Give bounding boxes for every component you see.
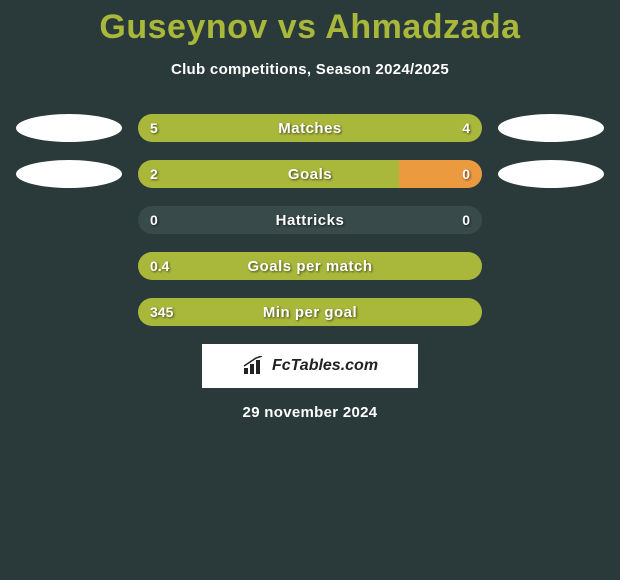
- date-text: 29 november 2024: [0, 404, 620, 421]
- stat-bar: 0.4Goals per match: [138, 252, 482, 280]
- page-title: Guseynov vs Ahmadzada: [0, 0, 620, 47]
- subtitle: Club competitions, Season 2024/2025: [0, 61, 620, 78]
- stat-row: 00Hattricks: [0, 206, 620, 234]
- stat-bar: 00Hattricks: [138, 206, 482, 234]
- ellipse-spacer: [498, 298, 604, 326]
- ellipse-spacer: [16, 298, 122, 326]
- stat-label: Goals per match: [138, 252, 482, 280]
- player-left-ellipse: [16, 160, 122, 188]
- stat-row: 0.4Goals per match: [0, 252, 620, 280]
- ellipse-spacer: [498, 206, 604, 234]
- logo-text: FcTables.com: [272, 357, 378, 375]
- ellipse-spacer: [498, 252, 604, 280]
- stat-row: 345Min per goal: [0, 298, 620, 326]
- logo-box: FcTables.com: [202, 344, 418, 388]
- ellipse-spacer: [16, 252, 122, 280]
- stat-label: Matches: [138, 114, 482, 142]
- player-right-ellipse: [498, 114, 604, 142]
- ellipse-spacer: [16, 206, 122, 234]
- stat-row: 54Matches: [0, 114, 620, 142]
- stat-label: Goals: [138, 160, 482, 188]
- chart-icon: [242, 356, 268, 376]
- stat-bar: 20Goals: [138, 160, 482, 188]
- stat-bar: 345Min per goal: [138, 298, 482, 326]
- stats-container: 54Matches 20Goals 00Hattricks 0.4Goals per …: [0, 114, 620, 326]
- player-right-ellipse: [498, 160, 604, 188]
- player-left-ellipse: [16, 114, 122, 142]
- stat-label: Hattricks: [138, 206, 482, 234]
- stat-bar: 54Matches: [138, 114, 482, 142]
- stat-row: 20Goals: [0, 160, 620, 188]
- stat-label: Min per goal: [138, 298, 482, 326]
